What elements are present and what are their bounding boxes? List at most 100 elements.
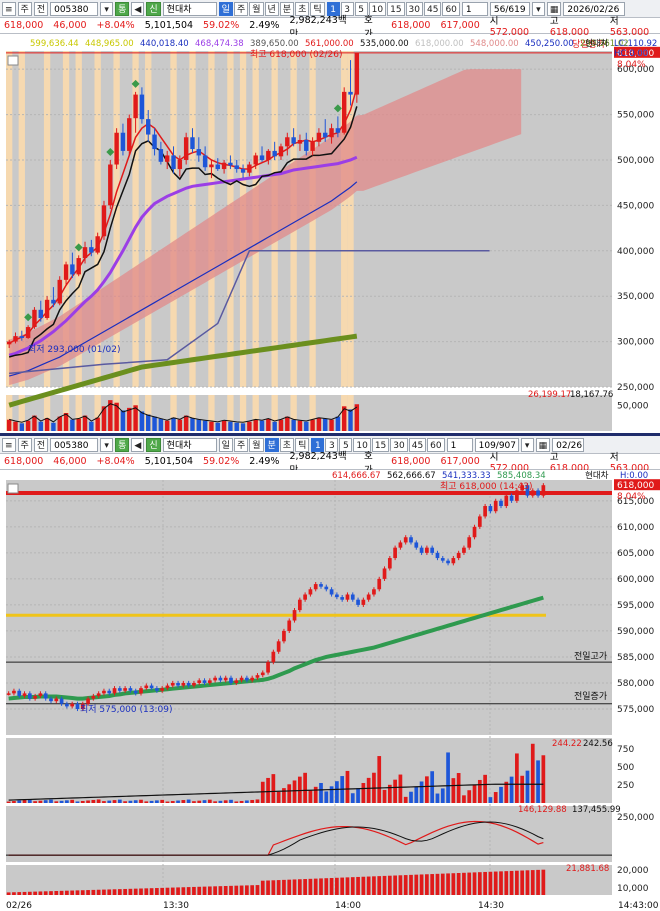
tab-period-초[interactable]: 초	[295, 1, 310, 16]
open: 572,000	[489, 463, 530, 474]
bid: 617,000	[440, 20, 480, 31]
candle-body	[483, 506, 487, 517]
tab-interval-45[interactable]: 45	[408, 437, 427, 452]
cum-bar	[96, 889, 101, 895]
menu-icon[interactable]: ≡	[2, 1, 16, 16]
candle-body	[234, 165, 239, 170]
prev-icon[interactable]: ◀	[131, 437, 145, 452]
candle-body	[158, 149, 164, 162]
cum-bar	[499, 871, 503, 895]
stock-name: 현대차	[162, 437, 217, 452]
tab-period-주[interactable]: 주	[233, 437, 249, 452]
tab-period-일[interactable]: 일	[218, 437, 233, 452]
cum-bar	[477, 872, 482, 895]
tab-interval-1[interactable]: 1	[326, 1, 340, 16]
market-select[interactable]: 주	[17, 437, 32, 452]
price: 618,000	[4, 456, 44, 467]
tab-interval-10[interactable]: 10	[353, 437, 371, 452]
tab-period-월[interactable]: 월	[249, 437, 264, 452]
volume-bar	[215, 422, 220, 431]
type-select[interactable]: 전	[33, 1, 49, 16]
grid-icon[interactable]: ▦	[546, 1, 562, 16]
tab-interval-3[interactable]: 3	[325, 437, 339, 452]
candle-body	[228, 162, 233, 166]
menu-icon[interactable]: ≡	[2, 437, 16, 452]
tab-period-년[interactable]: 년	[264, 1, 279, 16]
tab-interval-1[interactable]: 1	[311, 437, 325, 452]
tab-interval-45[interactable]: 45	[424, 1, 442, 16]
highlight-band-vol	[208, 395, 215, 431]
tab-period-일[interactable]: 일	[218, 1, 233, 16]
cum-bar	[451, 873, 456, 895]
cum-bar	[218, 886, 223, 895]
cum-bar	[446, 873, 450, 895]
tab-period-주[interactable]: 주	[233, 1, 249, 16]
candle-body	[499, 500, 503, 507]
count-input[interactable]: 1	[446, 437, 473, 452]
tab-period-분[interactable]: 분	[264, 437, 279, 452]
search-icon[interactable]: ▾	[100, 437, 114, 452]
candle-body	[291, 137, 296, 144]
grid-icon[interactable]: ▦	[535, 437, 551, 452]
volume-bar	[33, 801, 37, 803]
date-input[interactable]: 2026/02/26	[563, 1, 626, 16]
volume-bar	[425, 776, 429, 803]
type-select[interactable]: 전	[33, 437, 49, 452]
x-tick-label: 14:00	[335, 901, 361, 911]
market-select[interactable]: 주	[17, 1, 32, 16]
candle-body	[38, 309, 43, 318]
legend-value: 448,965.00	[85, 39, 134, 49]
tab-interval-5[interactable]: 5	[354, 1, 368, 16]
tab-interval-30[interactable]: 30	[405, 1, 423, 16]
stock-code-input[interactable]: 005380	[50, 437, 99, 452]
volume-bar	[13, 421, 18, 431]
cum-bar	[520, 870, 525, 895]
candle-body	[361, 599, 366, 605]
candle-body	[82, 247, 88, 259]
tab-interval-15[interactable]: 15	[371, 437, 390, 452]
tab-interval-15[interactable]: 15	[387, 1, 405, 16]
candle-body	[467, 537, 472, 548]
volume-bar	[477, 779, 482, 803]
tab-period-분[interactable]: 분	[279, 1, 295, 16]
tab-interval-30[interactable]: 30	[390, 437, 408, 452]
tab-interval-10[interactable]: 10	[368, 1, 387, 16]
candle-body	[493, 500, 498, 512]
tab-period-초[interactable]: 초	[279, 437, 295, 452]
cum-bar	[260, 880, 265, 895]
volume-bar	[38, 800, 43, 803]
candle-body	[70, 703, 75, 707]
chevron-down-icon[interactable]: ▾	[531, 1, 545, 16]
y-tick-label: 500,000	[617, 156, 654, 166]
volume-bar	[499, 786, 503, 803]
search-icon[interactable]: ▾	[100, 1, 114, 16]
cum-legend: 21,881.68	[566, 864, 609, 874]
volume-bar	[96, 799, 101, 803]
stock-code-input[interactable]: 005380	[50, 1, 99, 16]
cum-bar	[398, 875, 403, 895]
chevron-down-icon[interactable]: ▾	[520, 437, 534, 452]
tab-period-월[interactable]: 월	[249, 1, 264, 16]
panel-divider[interactable]	[0, 433, 660, 436]
cum-bar	[340, 877, 345, 895]
cum-bar	[419, 874, 424, 895]
volume-bar	[287, 784, 292, 803]
prev-icon[interactable]: ◀	[131, 1, 145, 16]
volume-bar	[530, 743, 535, 803]
tab-period-틱[interactable]: 틱	[295, 437, 310, 452]
volume-bar	[493, 792, 498, 803]
volume-bar	[414, 786, 419, 803]
count-input[interactable]: 1	[461, 1, 488, 16]
tab-interval-60[interactable]: 60	[427, 437, 445, 452]
date-input[interactable]: 02/26	[552, 437, 585, 452]
cum-bar	[530, 870, 535, 895]
volume-bar	[366, 777, 371, 803]
candle-body	[6, 693, 11, 695]
signal-diamond	[131, 79, 140, 88]
cum-bar	[483, 871, 487, 895]
tab-interval-3[interactable]: 3	[340, 1, 354, 16]
tab-period-틱[interactable]: 틱	[310, 1, 325, 16]
tab-interval-60[interactable]: 60	[442, 1, 460, 16]
volume-bar	[44, 418, 50, 431]
tab-interval-5[interactable]: 5	[339, 437, 353, 452]
